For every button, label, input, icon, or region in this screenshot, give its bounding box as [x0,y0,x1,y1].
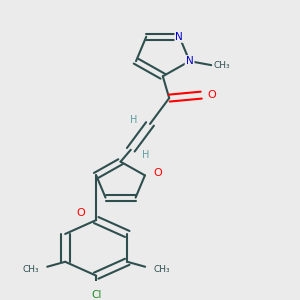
Text: CH₃: CH₃ [22,265,39,274]
Text: H: H [130,115,137,125]
Text: O: O [153,168,162,178]
Text: O: O [76,208,85,218]
Text: CH₃: CH₃ [154,265,170,274]
Text: CH₃: CH₃ [213,61,230,70]
Text: N: N [186,56,194,66]
Text: N: N [176,32,183,42]
Text: Cl: Cl [91,290,101,299]
Text: H: H [142,150,150,160]
Text: O: O [207,90,216,100]
